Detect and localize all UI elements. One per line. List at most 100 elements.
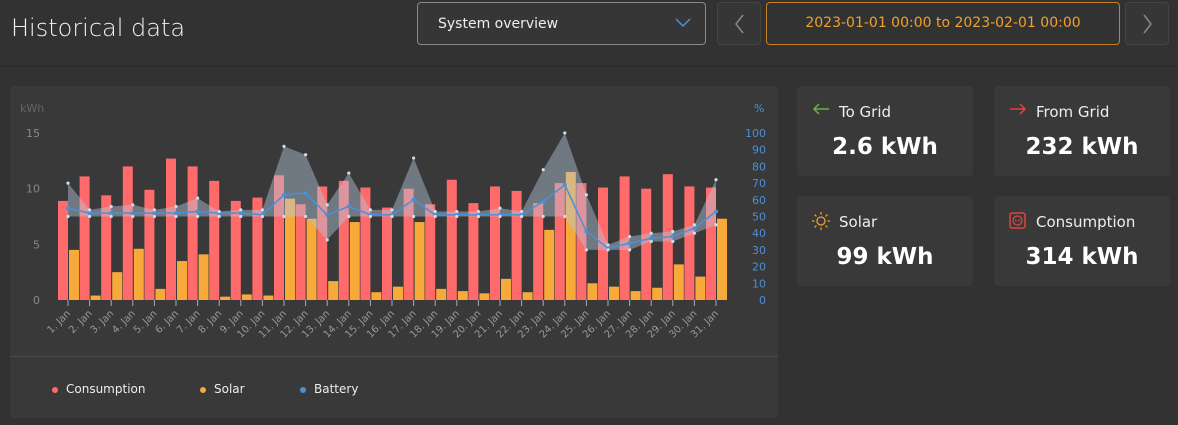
battery-point: [627, 241, 632, 246]
battery-min-point: [520, 214, 524, 219]
card-value: 232 kWh: [1025, 134, 1139, 160]
page-title: Historical data: [11, 14, 186, 42]
legend-label: Consumption: [66, 382, 146, 396]
consumption-bar: [446, 179, 457, 300]
arrow-left-icon: [812, 103, 829, 115]
solar-bar: [522, 292, 533, 300]
solar-bar: [673, 264, 684, 300]
x-tick-label: 8. Jan: [197, 308, 225, 336]
y-tick-label: 10: [26, 183, 40, 196]
battery-max-point: [476, 209, 480, 214]
card-label: Consumption: [1036, 213, 1136, 231]
solar-bar: [155, 288, 166, 300]
battery-point: [714, 209, 718, 214]
battery-point: [584, 229, 589, 234]
x-tick-label: 7. Jan: [175, 308, 203, 336]
battery-point: [130, 211, 135, 216]
battery-min-point: [196, 214, 200, 219]
legend-solar[interactable]: Solar: [200, 382, 245, 396]
battery-max-point: [412, 156, 416, 160]
battery-min-point: [455, 214, 459, 219]
x-tick-label: 6. Jan: [153, 308, 181, 336]
battery-min-point: [174, 214, 178, 219]
battery-min-point: [390, 214, 394, 219]
battery-min-point: [347, 214, 351, 219]
chevron-down-icon: [675, 18, 691, 28]
consumption-bar: [58, 200, 68, 300]
solar-bar: [544, 229, 555, 300]
date-range-picker[interactable]: 2023-01-01 00:00 to 2023-02-01 00:00: [766, 2, 1120, 45]
sun-icon: [812, 212, 830, 230]
consumption-bar: [166, 158, 176, 300]
consumption-bar: [511, 190, 522, 300]
consumption-bar: [187, 166, 198, 300]
battery-max-point: [131, 203, 135, 207]
battery-point: [195, 209, 200, 214]
battery-min-point: [217, 214, 221, 219]
solar-bar: [414, 222, 425, 300]
solar-bar: [393, 286, 403, 300]
battery-point: [238, 211, 243, 216]
battery-min-point: [606, 248, 610, 252]
solar-bar: [587, 283, 598, 300]
card-solar: Solar 99 kWh: [797, 196, 973, 286]
battery-max-point: [671, 229, 675, 234]
next-period-button[interactable]: [1125, 2, 1169, 45]
battery-max-point: [217, 209, 221, 214]
battery-max-point: [88, 208, 92, 212]
consumption-bar: [230, 200, 241, 300]
solar-bar: [609, 286, 619, 300]
battery-range-area: [68, 133, 716, 250]
consumption-bar: [360, 187, 371, 300]
battery-min-point: [541, 214, 545, 219]
card-label: Solar: [839, 213, 878, 231]
y2-tick-label: 80: [752, 160, 766, 173]
battery-point: [692, 226, 697, 231]
consumption-bar: [403, 188, 414, 300]
battery-max-point: [152, 208, 156, 212]
y-tick-label: 15: [26, 127, 40, 140]
solar-bar: [177, 261, 187, 300]
battery-point: [303, 191, 308, 196]
solar-bar: [457, 291, 468, 300]
left-axis-unit: kWh: [20, 102, 44, 115]
battery-point: [282, 192, 286, 197]
legend-consumption[interactable]: Consumption: [52, 382, 145, 396]
consumption-bar: [79, 176, 90, 300]
battery-min-point: [239, 214, 243, 219]
y2-tick-label: 20: [752, 261, 766, 274]
consumption-bar: [425, 204, 436, 300]
y2-tick-label: 90: [752, 144, 766, 157]
header-divider: [0, 66, 1178, 67]
consumption-bar: [274, 175, 284, 300]
solar-bar: [198, 254, 209, 300]
consumption-bar: [684, 186, 695, 300]
battery-min-point: [671, 239, 675, 244]
view-select[interactable]: System overview: [417, 2, 706, 45]
battery-min-point: [109, 214, 113, 219]
battery-point: [541, 199, 546, 204]
solar-bar: [565, 171, 576, 300]
battery-min-point: [131, 214, 135, 219]
consumption-bar: [554, 183, 565, 300]
battery-min-point: [412, 214, 416, 219]
view-select-value: System overview: [438, 16, 559, 32]
battery-point: [649, 236, 654, 241]
solar-bar: [328, 281, 339, 300]
battery-max-point: [304, 153, 308, 157]
chevron-right-icon: [1143, 14, 1152, 34]
previous-period-button[interactable]: [717, 2, 761, 45]
battery-max-point: [368, 208, 372, 212]
legend-label: Battery: [314, 382, 359, 396]
consumption-bar: [317, 186, 328, 300]
y2-tick-label: 60: [752, 194, 766, 207]
arrow-right-icon: [1010, 103, 1027, 115]
legend-battery[interactable]: Battery: [300, 382, 358, 396]
legend-divider: [10, 356, 778, 357]
battery-min-point: [433, 214, 437, 219]
consumption-bar: [209, 180, 220, 300]
consumption-bar: [144, 189, 155, 300]
battery-min-point: [260, 214, 264, 219]
battery-min-point: [563, 214, 567, 219]
consumption-bar: [122, 166, 133, 300]
